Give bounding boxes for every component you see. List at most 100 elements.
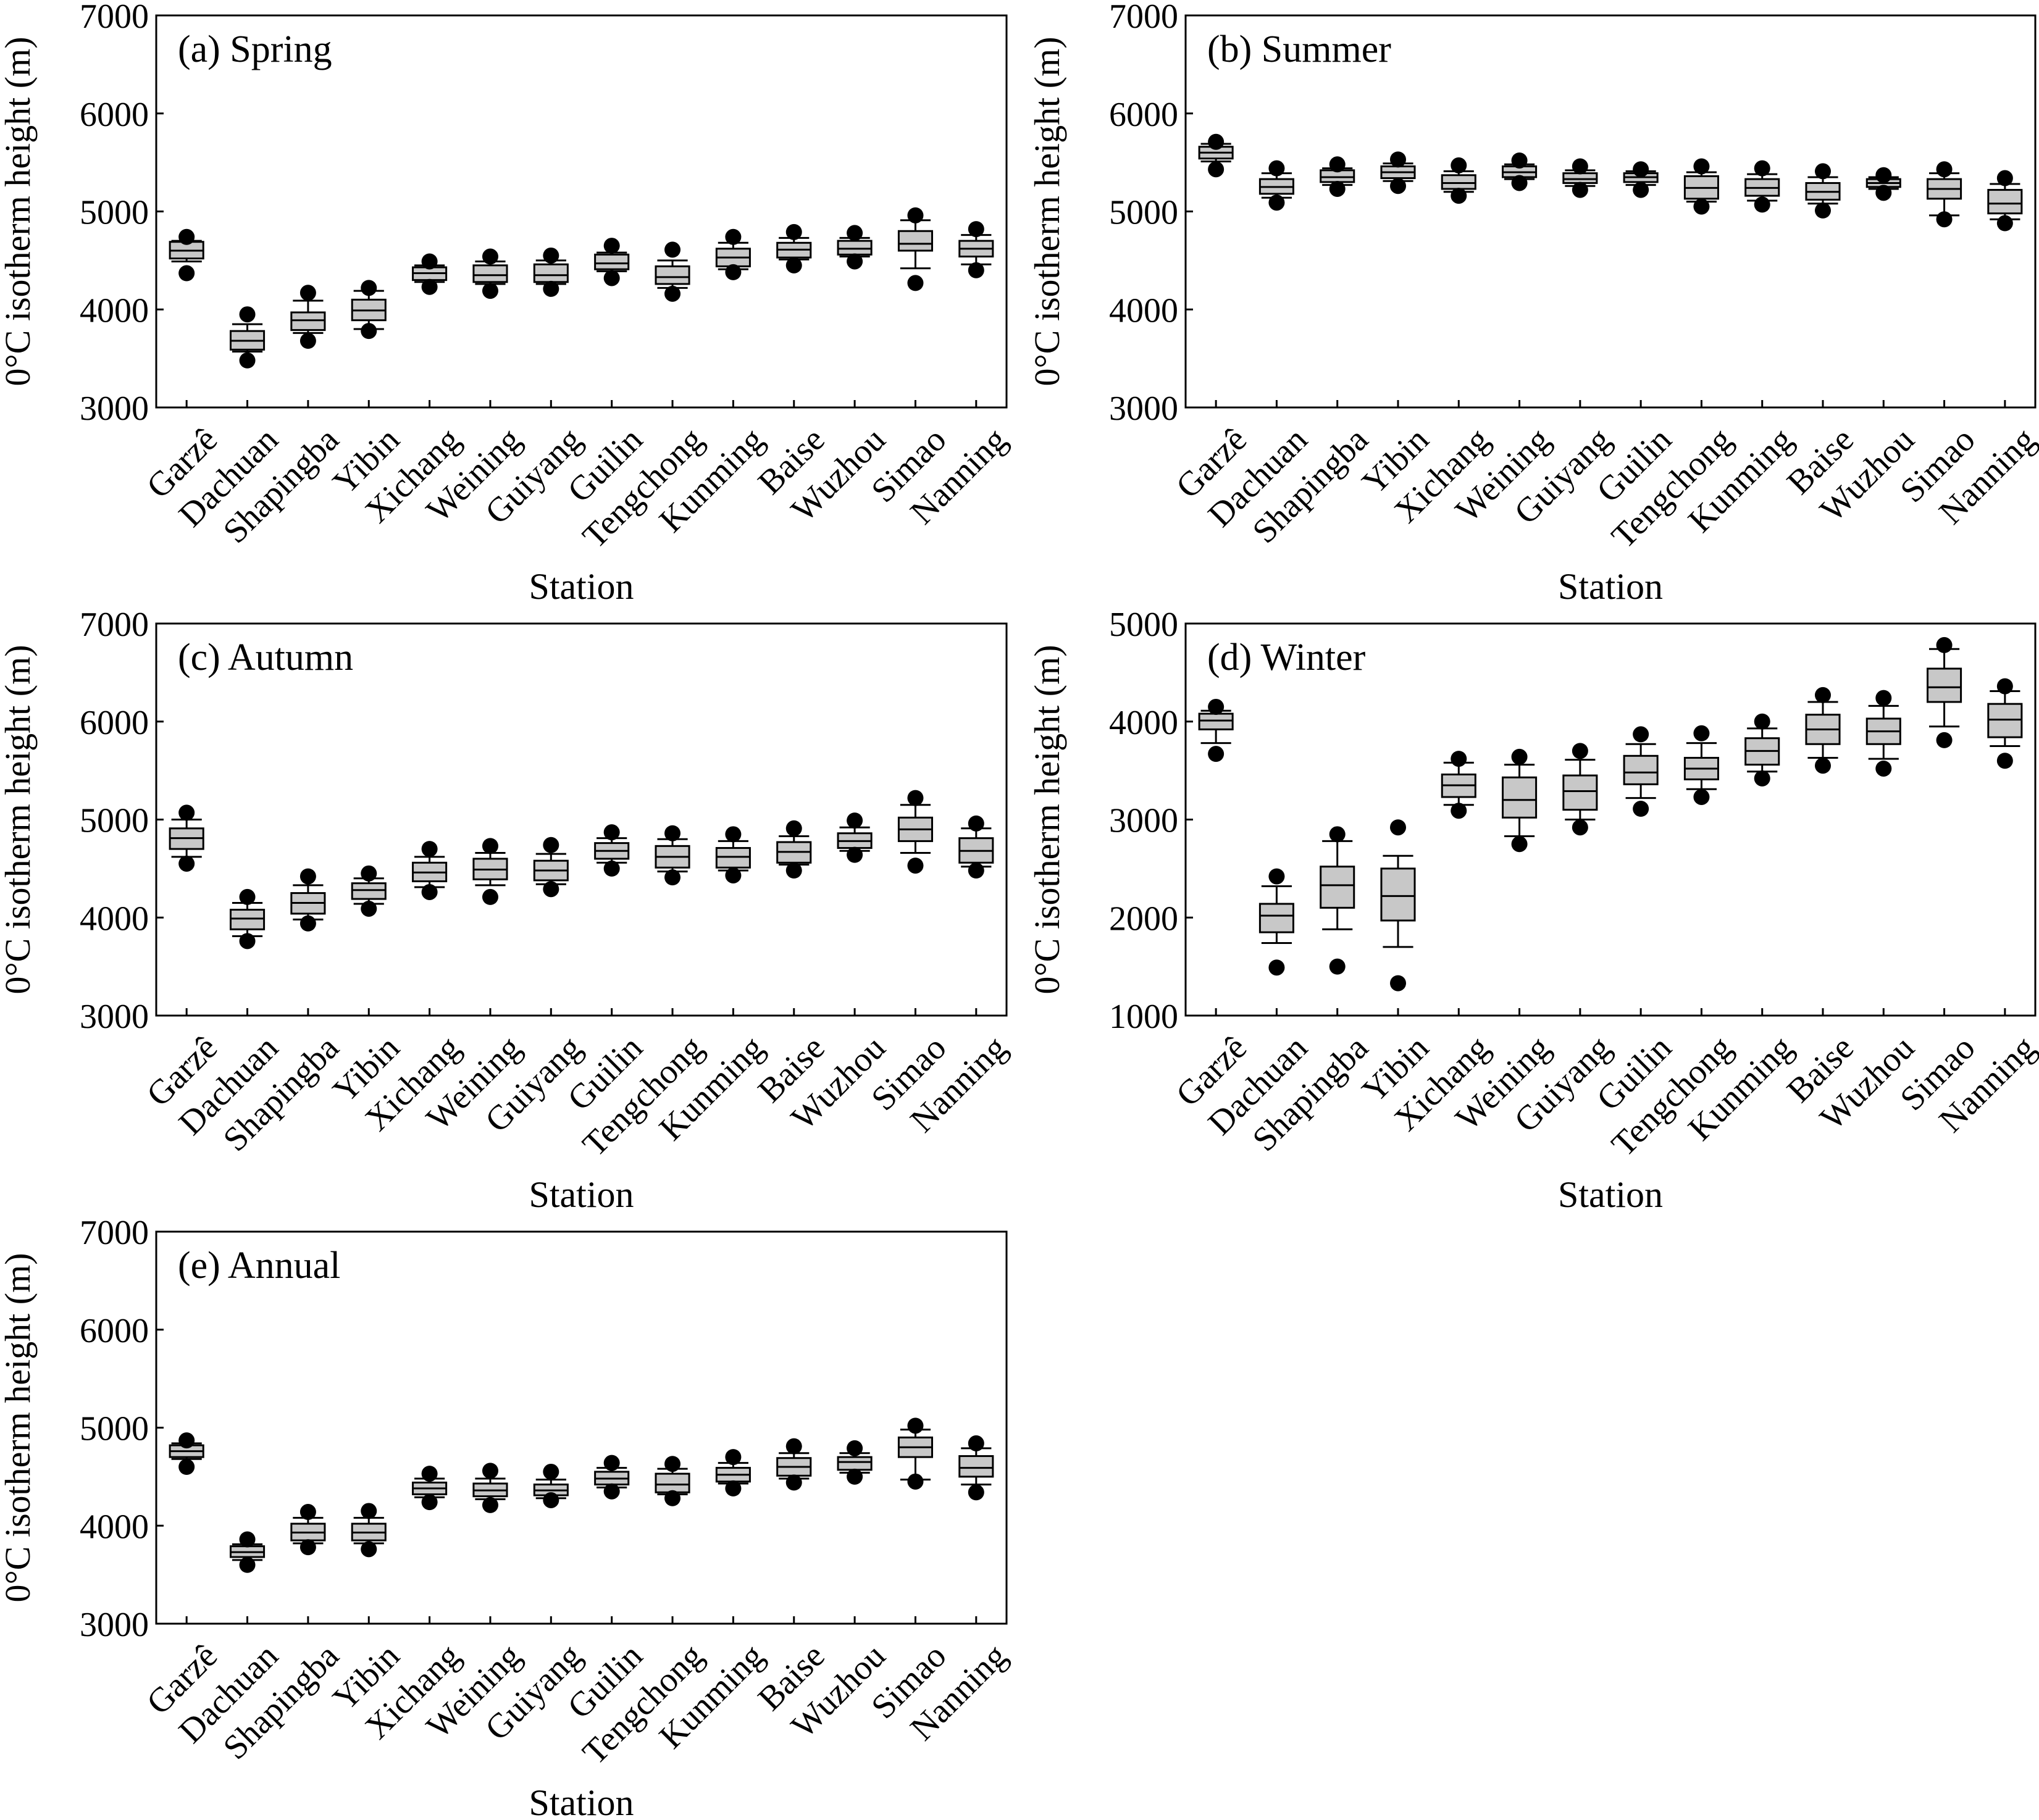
y-tick-label: 6000 [80, 704, 149, 742]
y-tick-label: 5000 [80, 1410, 149, 1448]
outlier-point [1693, 198, 1710, 215]
box-iqr [1380, 867, 1416, 922]
outlier-point [421, 278, 438, 295]
outlier-point [361, 900, 377, 917]
y-axis-label: 0°C isotherm height (m) [1027, 36, 1067, 386]
outlier-point [968, 862, 984, 879]
box-baise [1805, 163, 1841, 219]
outlier-point [968, 1484, 984, 1501]
y-tick-label: 4000 [80, 900, 149, 938]
y-tick-label: 3000 [80, 1606, 149, 1644]
outlier-point [543, 881, 559, 898]
plot-frame [1184, 622, 2037, 1017]
outlier-point [1268, 959, 1285, 976]
outlier-point [603, 270, 620, 286]
outlier-point [421, 1494, 438, 1511]
box-yibin [351, 1503, 387, 1558]
box-xichang [412, 253, 448, 295]
y-tick-label: 3000 [1109, 802, 1178, 840]
box-nanning [958, 815, 994, 879]
outlier-point [1633, 726, 1649, 743]
box-guiyang [533, 837, 569, 898]
outlier-point [1693, 725, 1710, 741]
box-wuzhou [837, 1440, 873, 1485]
box-iqr [1987, 703, 2023, 738]
x-axis-label: Station [529, 1782, 634, 1820]
box-xichang [1441, 157, 1476, 204]
x-axis-label: Station [1558, 566, 1663, 607]
outlier-point [1996, 215, 2013, 232]
box-garz [1198, 133, 1234, 178]
outlier-point [1693, 158, 1710, 175]
outlier-point [543, 247, 559, 264]
outlier-point [1329, 156, 1346, 173]
box-tengchong [655, 241, 690, 302]
box-baise [776, 223, 812, 273]
y-tick-label: 4000 [1109, 291, 1178, 330]
box-iqr [1562, 774, 1598, 811]
outlier-point [299, 868, 316, 885]
box-iqr [837, 1456, 873, 1471]
y-tick-label: 4000 [1109, 704, 1178, 742]
outlier-point [1875, 760, 1892, 777]
y-tick-label: 3000 [1109, 390, 1178, 428]
box-iqr [897, 230, 934, 252]
panel-title: (c) Autumn [178, 637, 353, 678]
outlier-point [1815, 163, 1831, 180]
outlier-point [725, 867, 742, 883]
box-guiyang [1562, 158, 1598, 198]
outlier-point [1754, 160, 1770, 177]
outlier-point [1754, 770, 1770, 787]
outlier-point [907, 1473, 924, 1490]
box-kunming [1744, 713, 1780, 787]
outlier-point [785, 223, 802, 240]
box-weining [472, 838, 508, 905]
outlier-point [785, 1474, 802, 1491]
outlier-point [725, 228, 742, 245]
outlier-point [847, 1468, 863, 1485]
outlier-point [1754, 713, 1770, 730]
box-wuzhou [1865, 690, 1901, 777]
outlier-point [239, 352, 256, 369]
outlier-point [482, 838, 498, 854]
outlier-point [361, 1541, 377, 1558]
outlier-point [299, 1539, 316, 1556]
box-xichang [412, 841, 448, 900]
outlier-point [664, 241, 681, 258]
chart-panel-3: 30004000500060007000GarzêDachuanShapingb… [0, 606, 1015, 1215]
outlier-point [543, 1492, 559, 1508]
outlier-point [543, 1463, 559, 1480]
y-tick-label: 7000 [80, 0, 149, 36]
outlier-point [361, 1503, 377, 1519]
y-axis-label: 0°C isotherm height (m) [0, 645, 38, 994]
outlier-point [968, 1435, 984, 1451]
y-tick-label: 5000 [80, 194, 149, 232]
box-iqr [533, 263, 569, 283]
outlier-point [1208, 161, 1225, 178]
outlier-point [1329, 180, 1346, 197]
box-simao [897, 207, 934, 291]
outlier-point [1936, 161, 1953, 178]
box-shapingba [290, 868, 326, 932]
outlier-point [603, 1455, 620, 1471]
box-wuzhou [837, 812, 873, 863]
outlier-point [785, 1438, 802, 1455]
outlier-point [421, 1466, 438, 1482]
box-iqr [1441, 174, 1476, 190]
box-guilin [594, 238, 630, 286]
box-dachuan [1258, 160, 1294, 211]
box-wuzhou [837, 225, 873, 270]
box-yibin [1380, 151, 1416, 194]
y-tick-label: 6000 [1109, 96, 1178, 134]
box-shapingba [290, 285, 326, 349]
y-tick-label: 3000 [80, 390, 149, 428]
outlier-point [603, 238, 620, 254]
box-dachuan [229, 306, 266, 369]
y-tick-label: 3000 [80, 998, 149, 1036]
outlier-point [361, 323, 377, 340]
box-guiyang [1562, 743, 1598, 836]
plot-frame [1184, 14, 2037, 409]
outlier-point [1875, 167, 1892, 183]
x-axis-label: Station [1558, 1174, 1663, 1215]
